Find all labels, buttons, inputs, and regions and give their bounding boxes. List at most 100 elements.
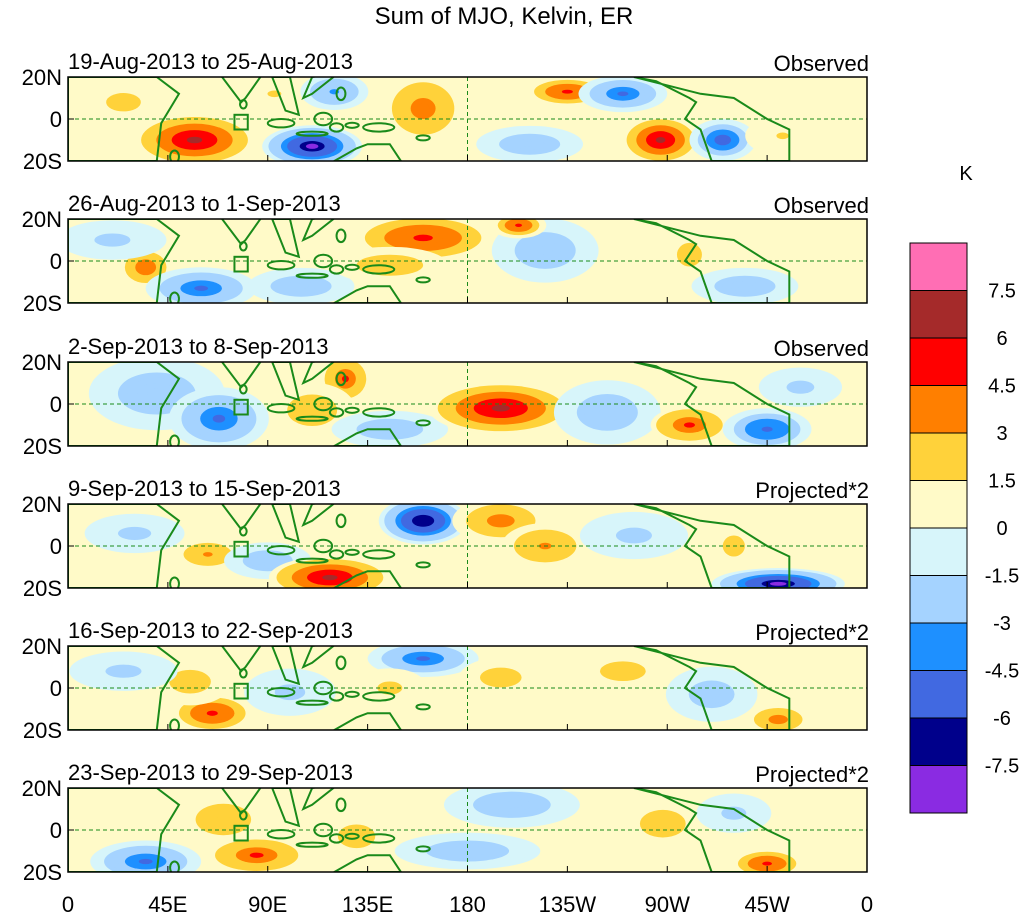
anomaly-contour [683,422,695,428]
island [328,549,345,560]
island [239,526,248,537]
anomaly-contour [762,861,772,866]
island [169,860,180,872]
coastline [220,77,262,104]
anomaly-contour [261,558,274,564]
anomaly-contour [718,137,727,143]
anomaly-contour [624,531,643,540]
y-tick-label: 0 [50,392,62,417]
island [328,833,345,844]
island [362,264,396,275]
panel-1: 20N 0 20S 19-Aug-2013 to 25-Aug-2013 Observe… [22,49,869,174]
island [169,434,180,446]
x-tick-label: 45E [148,892,187,917]
island [239,668,248,679]
anomaly-field [69,646,813,730]
anomaly-contour [416,656,431,661]
anomaly-contour [737,283,753,289]
coastline [633,77,791,161]
colorbar-box [909,575,968,624]
coastline [68,504,181,588]
coastline [271,219,301,259]
region-box [233,682,249,700]
panel-status: Observed [774,51,869,76]
colorbar-box [909,432,968,481]
colorbar-box [909,242,968,291]
anomaly-contour [761,426,773,432]
x-tick-label: 135E [342,892,393,917]
colorbar-box [909,670,968,719]
panel-status: Projected*2 [755,478,869,503]
island [415,134,431,142]
coastline [220,362,262,389]
anomaly-contour [655,819,671,829]
colorbar-label: 4.5 [988,376,1016,398]
anomaly-contour [413,234,433,242]
y-tick-label: 0 [50,249,62,274]
coastline [220,504,262,531]
anomaly-contour [138,858,153,865]
anomaly-contour [249,852,264,858]
anomaly-contour [561,89,573,94]
island [295,130,329,137]
y-tick-label: 0 [50,676,62,701]
colorbar-label: 3 [996,423,1007,445]
island [328,264,345,275]
panel-2: 20N 0 20S 26-Aug-2013 to 1-Sep-2013 Observed [22,191,869,316]
coastline [301,219,336,243]
island [328,122,345,133]
y-tick-label: 20N [22,492,62,517]
region-box [233,540,249,558]
anomaly-contour [417,517,429,524]
coastline [332,854,403,872]
coastlines [68,504,791,588]
coastline [332,285,403,303]
island [415,419,431,427]
anomaly-contour [599,407,615,417]
y-tick-label: 20S [23,860,62,885]
island [344,548,360,556]
colorbar-units: K [959,163,973,185]
coastline [301,77,336,101]
coastlines [68,646,791,730]
panel-status: Projected*2 [755,620,869,645]
coastline [301,646,336,670]
x-tick-label: 135W [539,892,597,917]
anomaly-field [71,77,821,161]
anomaly-contour [793,383,808,391]
anomaly-field [90,788,806,872]
coastline [220,788,262,815]
panel-period: 19-Aug-2013 to 25-Aug-2013 [68,49,353,74]
panel-4: 20N 0 20S 9-Sep-2013 to 15-Sep-2013 Projecte… [22,476,869,601]
island [295,415,329,422]
colorbar-label: 6 [996,328,1007,350]
colorbar-box [909,622,968,671]
anomaly-contour [617,91,629,97]
colorbar-box [909,527,968,576]
coastline [301,362,336,386]
y-tick-label: 20S [23,434,62,459]
anomaly-contour [383,684,397,692]
region-box [233,113,249,131]
anomaly-contour [493,517,508,525]
panel-3: 20N 0 20S 2-Sep-2013 to 8-Sep-2013 Observed [22,334,869,459]
coastline [220,646,262,673]
island [169,149,180,161]
island [415,276,431,284]
anomaly-contour [773,717,784,722]
anomaly-contour [206,710,218,716]
island [415,561,431,569]
anomaly-contour [126,530,143,537]
anomaly-contour [305,143,319,149]
anomaly-contour [493,674,508,681]
coastline [220,219,262,246]
x-tick-label: 0 [62,892,74,917]
anomaly-contour [776,132,789,140]
island [335,797,347,813]
anomaly-contour [114,667,133,675]
x-tick-label: 90E [248,892,287,917]
island [415,845,431,853]
island [362,833,396,844]
coastline [68,646,181,730]
